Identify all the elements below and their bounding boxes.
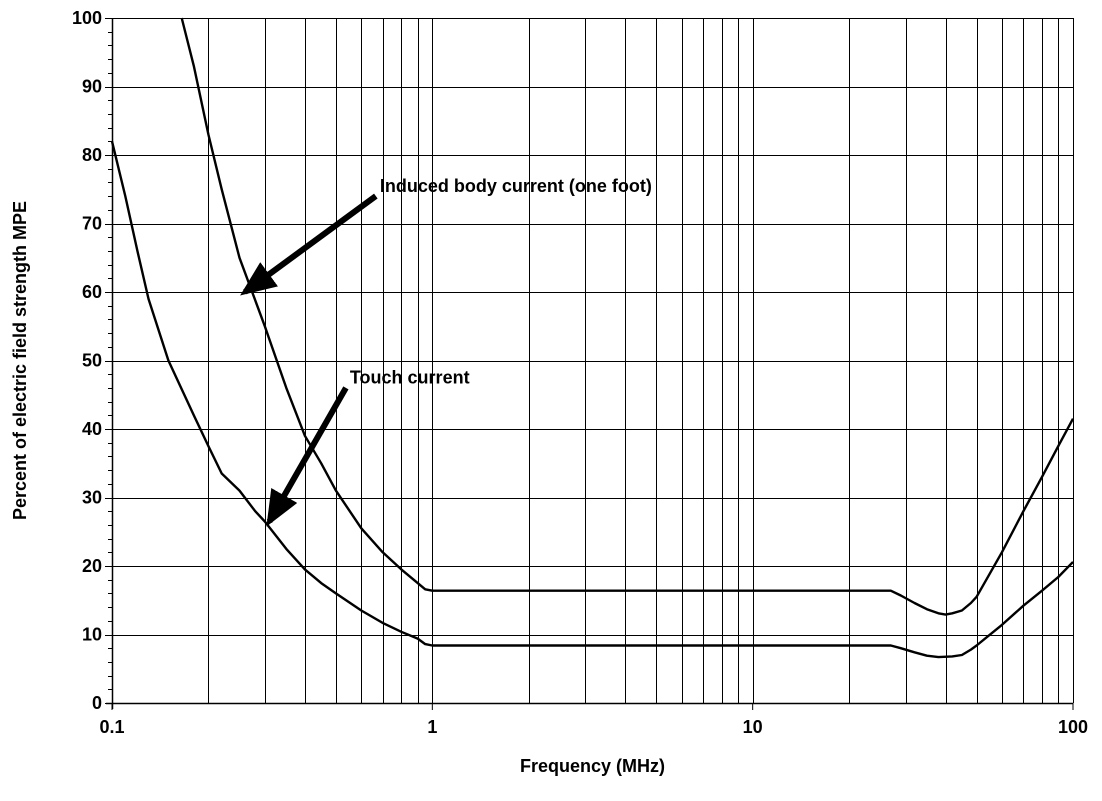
annotation-arrow [266, 386, 349, 527]
annotations: Induced body current (one foot) Touch cur… [240, 176, 652, 527]
y-tick-label: 20 [82, 556, 102, 576]
annotation-label: Touch current [350, 368, 470, 388]
y-tick-label: 100 [72, 8, 102, 28]
y-tick-label: 60 [82, 282, 102, 302]
y-tick-label: 10 [82, 625, 102, 645]
y-tick-label: 30 [82, 488, 102, 508]
x-axis-title: Frequency (MHz) [520, 756, 665, 776]
x-tick-label: 0.1 [99, 717, 124, 737]
y-tick-label: 80 [82, 145, 102, 165]
y-tick-label: 70 [82, 214, 102, 234]
y-tick-label: 0 [92, 693, 102, 713]
axes: 0 10 20 30 40 50 60 70 80 90 100 0.1 1 10 100 [72, 8, 1088, 737]
annotation-label: Induced body current (one foot) [380, 176, 652, 196]
y-tick-label: 50 [82, 351, 102, 371]
annotation-arrow [240, 193, 378, 296]
series-layer [110, 17, 1075, 659]
x-tick-label: 10 [743, 717, 763, 737]
series-line-touch-current [110, 141, 1074, 659]
y-tick-label: 90 [82, 77, 102, 97]
x-tick-label: 1 [427, 717, 437, 737]
x-tick-label: 100 [1058, 717, 1088, 737]
grid [112, 18, 1074, 704]
y-tick-label: 40 [82, 419, 102, 439]
series-line-induced-body-current [180, 17, 1075, 616]
y-axis-title: Percent of electric field strength MPE [10, 201, 30, 520]
